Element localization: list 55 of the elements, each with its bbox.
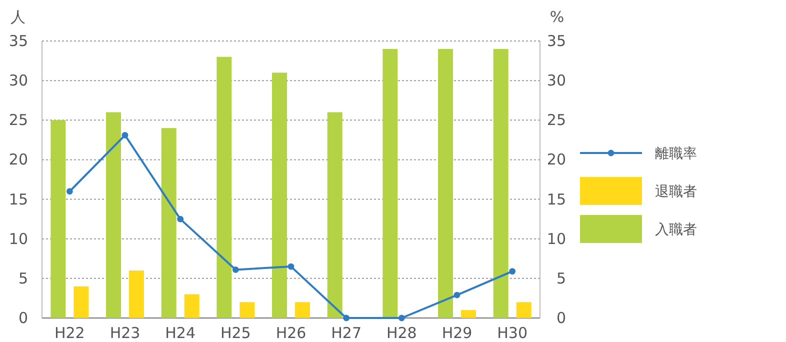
y-tick-label: 20: [8, 150, 28, 169]
bar: [272, 72, 287, 318]
legend-label: 入職者: [655, 222, 697, 238]
x-tick-label: H29: [442, 324, 472, 342]
bar: [50, 120, 66, 318]
bar: [438, 48, 453, 318]
point: [509, 268, 516, 275]
legend-label: 離職率: [655, 146, 697, 162]
y-tick-label: 10: [8, 230, 28, 248]
bar: [327, 112, 342, 318]
y2-axis-title: %: [550, 8, 564, 26]
y2-tick-label: 10: [546, 230, 566, 248]
x-tick-label: H23: [110, 324, 140, 342]
legend-label: 退職者: [655, 184, 697, 200]
y2-tick-label: 35: [546, 32, 566, 50]
y-tick-label: 5: [18, 269, 28, 288]
point: [232, 266, 239, 273]
bar: [295, 302, 310, 318]
point: [288, 263, 294, 270]
y2-tick-label: 20: [546, 150, 566, 169]
x-tick-label: H24: [165, 324, 196, 342]
y2-tick-label: 30: [546, 72, 566, 90]
x-tick-label: H27: [331, 324, 362, 342]
x-tick-label: H22: [54, 324, 85, 342]
x-tick-label: H30: [497, 324, 528, 342]
y-tick-label: 15: [8, 190, 28, 208]
bar: [240, 302, 255, 318]
y2-tick-label: 15: [546, 190, 566, 208]
y-tick-label: 30: [8, 72, 28, 90]
point: [398, 314, 405, 322]
x-tick-label: H25: [220, 324, 251, 342]
bar: [382, 48, 398, 318]
y2-tick-label: 0: [556, 309, 566, 327]
x-tick-label: H28: [386, 324, 417, 342]
y-tick-label: 35: [8, 32, 28, 50]
bar: [516, 302, 532, 318]
y2-tick-label: 25: [546, 111, 566, 130]
bar: [74, 286, 89, 318]
bar: [493, 48, 508, 318]
bar: [129, 270, 144, 318]
bar: [461, 310, 476, 318]
x-tick-label: H26: [276, 324, 306, 342]
point: [454, 292, 460, 298]
y-tick-label: 0: [18, 309, 28, 327]
point: [122, 132, 128, 138]
bar: [216, 56, 232, 318]
point: [66, 188, 73, 195]
bar: [184, 294, 200, 318]
point: [343, 314, 350, 322]
point: [177, 216, 184, 222]
bar: [161, 128, 176, 318]
y2-tick-label: 5: [556, 269, 566, 288]
y-tick-label: 25: [8, 111, 28, 130]
y-axis-title: 人: [10, 8, 26, 26]
bar: [106, 112, 121, 318]
